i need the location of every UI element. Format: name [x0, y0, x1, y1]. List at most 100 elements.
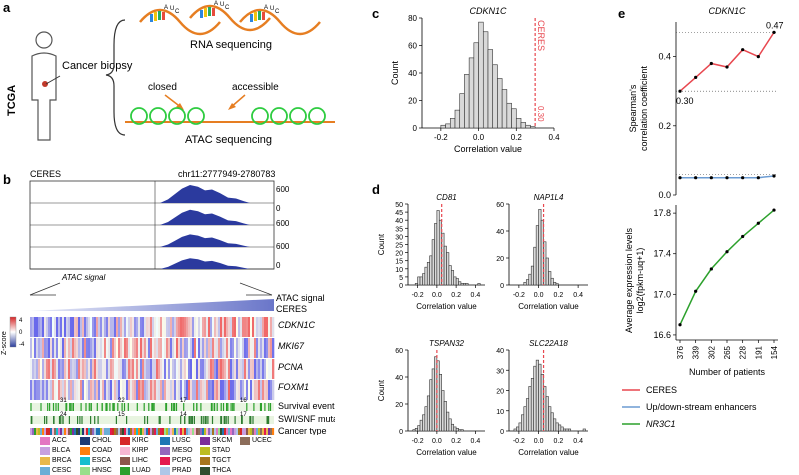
histogram-bar [459, 93, 465, 129]
swi-mutation-mark [268, 416, 270, 424]
heatmap-cell [214, 338, 217, 358]
histogram-bar [492, 64, 498, 129]
cancer-type-mark [166, 428, 169, 435]
histogram-bar [436, 210, 440, 286]
x-tick-label: 228 [739, 345, 748, 359]
heatmap-cell [262, 380, 265, 400]
heatmap-cell [88, 359, 91, 379]
heatmap-cell [62, 338, 65, 358]
heatmap-cell [100, 338, 103, 358]
cancer-type-mark [88, 428, 91, 435]
histogram-bar [419, 419, 423, 432]
heatmap-cell [58, 317, 61, 337]
legend-swatch [200, 456, 210, 465]
histogram-bar [535, 225, 539, 286]
cancer-type-mark [226, 428, 229, 435]
heatmap-cell [180, 317, 183, 337]
cancer-type-mark [76, 428, 79, 435]
survival-event-mark [230, 403, 232, 411]
cancer-type-mark [270, 428, 273, 435]
heatmap-cell [218, 317, 221, 337]
y-tick-label: 20 [496, 256, 504, 263]
heatmap-cell [102, 338, 105, 358]
heatmap-cell [174, 380, 177, 400]
heatmap-cell [168, 317, 171, 337]
heatmap-cell [90, 359, 93, 379]
survival-event-mark [88, 403, 90, 411]
heatmap-cell [160, 317, 163, 337]
heatmap-cell [158, 338, 161, 358]
heatmap-cell [130, 338, 133, 358]
brace [105, 19, 126, 136]
x-tick-label: 0.2 [451, 292, 461, 299]
heatmap-cell [204, 317, 207, 337]
series-point [772, 174, 776, 178]
heatmap-cell [184, 359, 187, 379]
x-axis-label: Correlation value [416, 448, 477, 457]
legend-swatch [80, 456, 90, 465]
heatmap-cell [252, 359, 255, 379]
histogram-bar [501, 89, 508, 129]
cancer-type-mark [212, 428, 215, 435]
heatmap-cell [106, 380, 109, 400]
swi-mutation-mark [189, 416, 191, 424]
heatmap-cell [188, 359, 191, 379]
legend-item: BLCA [40, 446, 80, 455]
histogram-bar [497, 78, 503, 129]
heatmap-cell [188, 317, 191, 337]
heatmap-cell [270, 317, 273, 337]
legend-empty [240, 456, 280, 465]
legend-label: Up/down-stream enhancers [646, 402, 757, 412]
heatmap-cell [202, 338, 205, 358]
legend-label: MESO [172, 447, 193, 454]
legend-label: LIHC [132, 457, 148, 464]
heatmap-cell [208, 317, 211, 337]
heatmap-cell [140, 338, 143, 358]
y-tick-label: 16.6 [653, 330, 671, 340]
y-tick-label: 0 [413, 124, 418, 133]
cancer-type-row-label: Cancer type [278, 426, 327, 435]
cancer-type-mark [84, 428, 87, 435]
heatmap-cell [244, 359, 247, 379]
heatmap-cell [150, 317, 153, 337]
swi-mutation-mark [188, 416, 190, 424]
legend-item: LUAD [120, 466, 160, 475]
heatmap-cell [132, 338, 135, 358]
x-tick-label: 0.0 [534, 292, 544, 299]
series-point [694, 75, 698, 79]
swi-mutation-mark [44, 416, 46, 424]
heatmap-cell [260, 317, 263, 337]
cancer-type-mark [64, 428, 67, 435]
legend-label: HNSC [92, 467, 112, 474]
histogram-bar [453, 426, 457, 432]
heatmap-cell [64, 380, 67, 400]
y-axis-label-line2: log2(fpkm-uq+1) [635, 248, 645, 314]
heatmap-cell [56, 359, 59, 379]
heatmap-cell [202, 359, 205, 379]
y-axis-label: Count [377, 379, 386, 401]
survival-event-mark [253, 403, 255, 411]
heatmap-cell [92, 317, 95, 337]
y-tick-label: 50 [395, 202, 403, 209]
panel-label-e: e [618, 6, 626, 21]
survival-event-mark [112, 403, 114, 411]
cancer-type-mark [130, 428, 133, 435]
heatmap-cell [76, 359, 79, 379]
heatmap-cell [78, 359, 81, 379]
heatmap-cell [52, 317, 55, 337]
legend-swatch [240, 436, 250, 445]
survival-event-mark [72, 403, 74, 411]
cancer-type-mark [254, 428, 257, 435]
heatmap-cell [170, 317, 173, 337]
heatmap-cell [196, 359, 199, 379]
histogram-bar [555, 283, 559, 286]
heatmap-cell [242, 338, 245, 358]
atac-signal-caption: ATAC signal [61, 273, 105, 282]
heatmap-cell [210, 317, 213, 337]
heatmap-cell [208, 380, 211, 400]
heatmap-cell [226, 338, 229, 358]
heatmap-cell [170, 380, 173, 400]
legend-item: UCEC [240, 436, 280, 445]
swi-mutation-mark [249, 416, 251, 424]
heatmap-cell [164, 359, 167, 379]
